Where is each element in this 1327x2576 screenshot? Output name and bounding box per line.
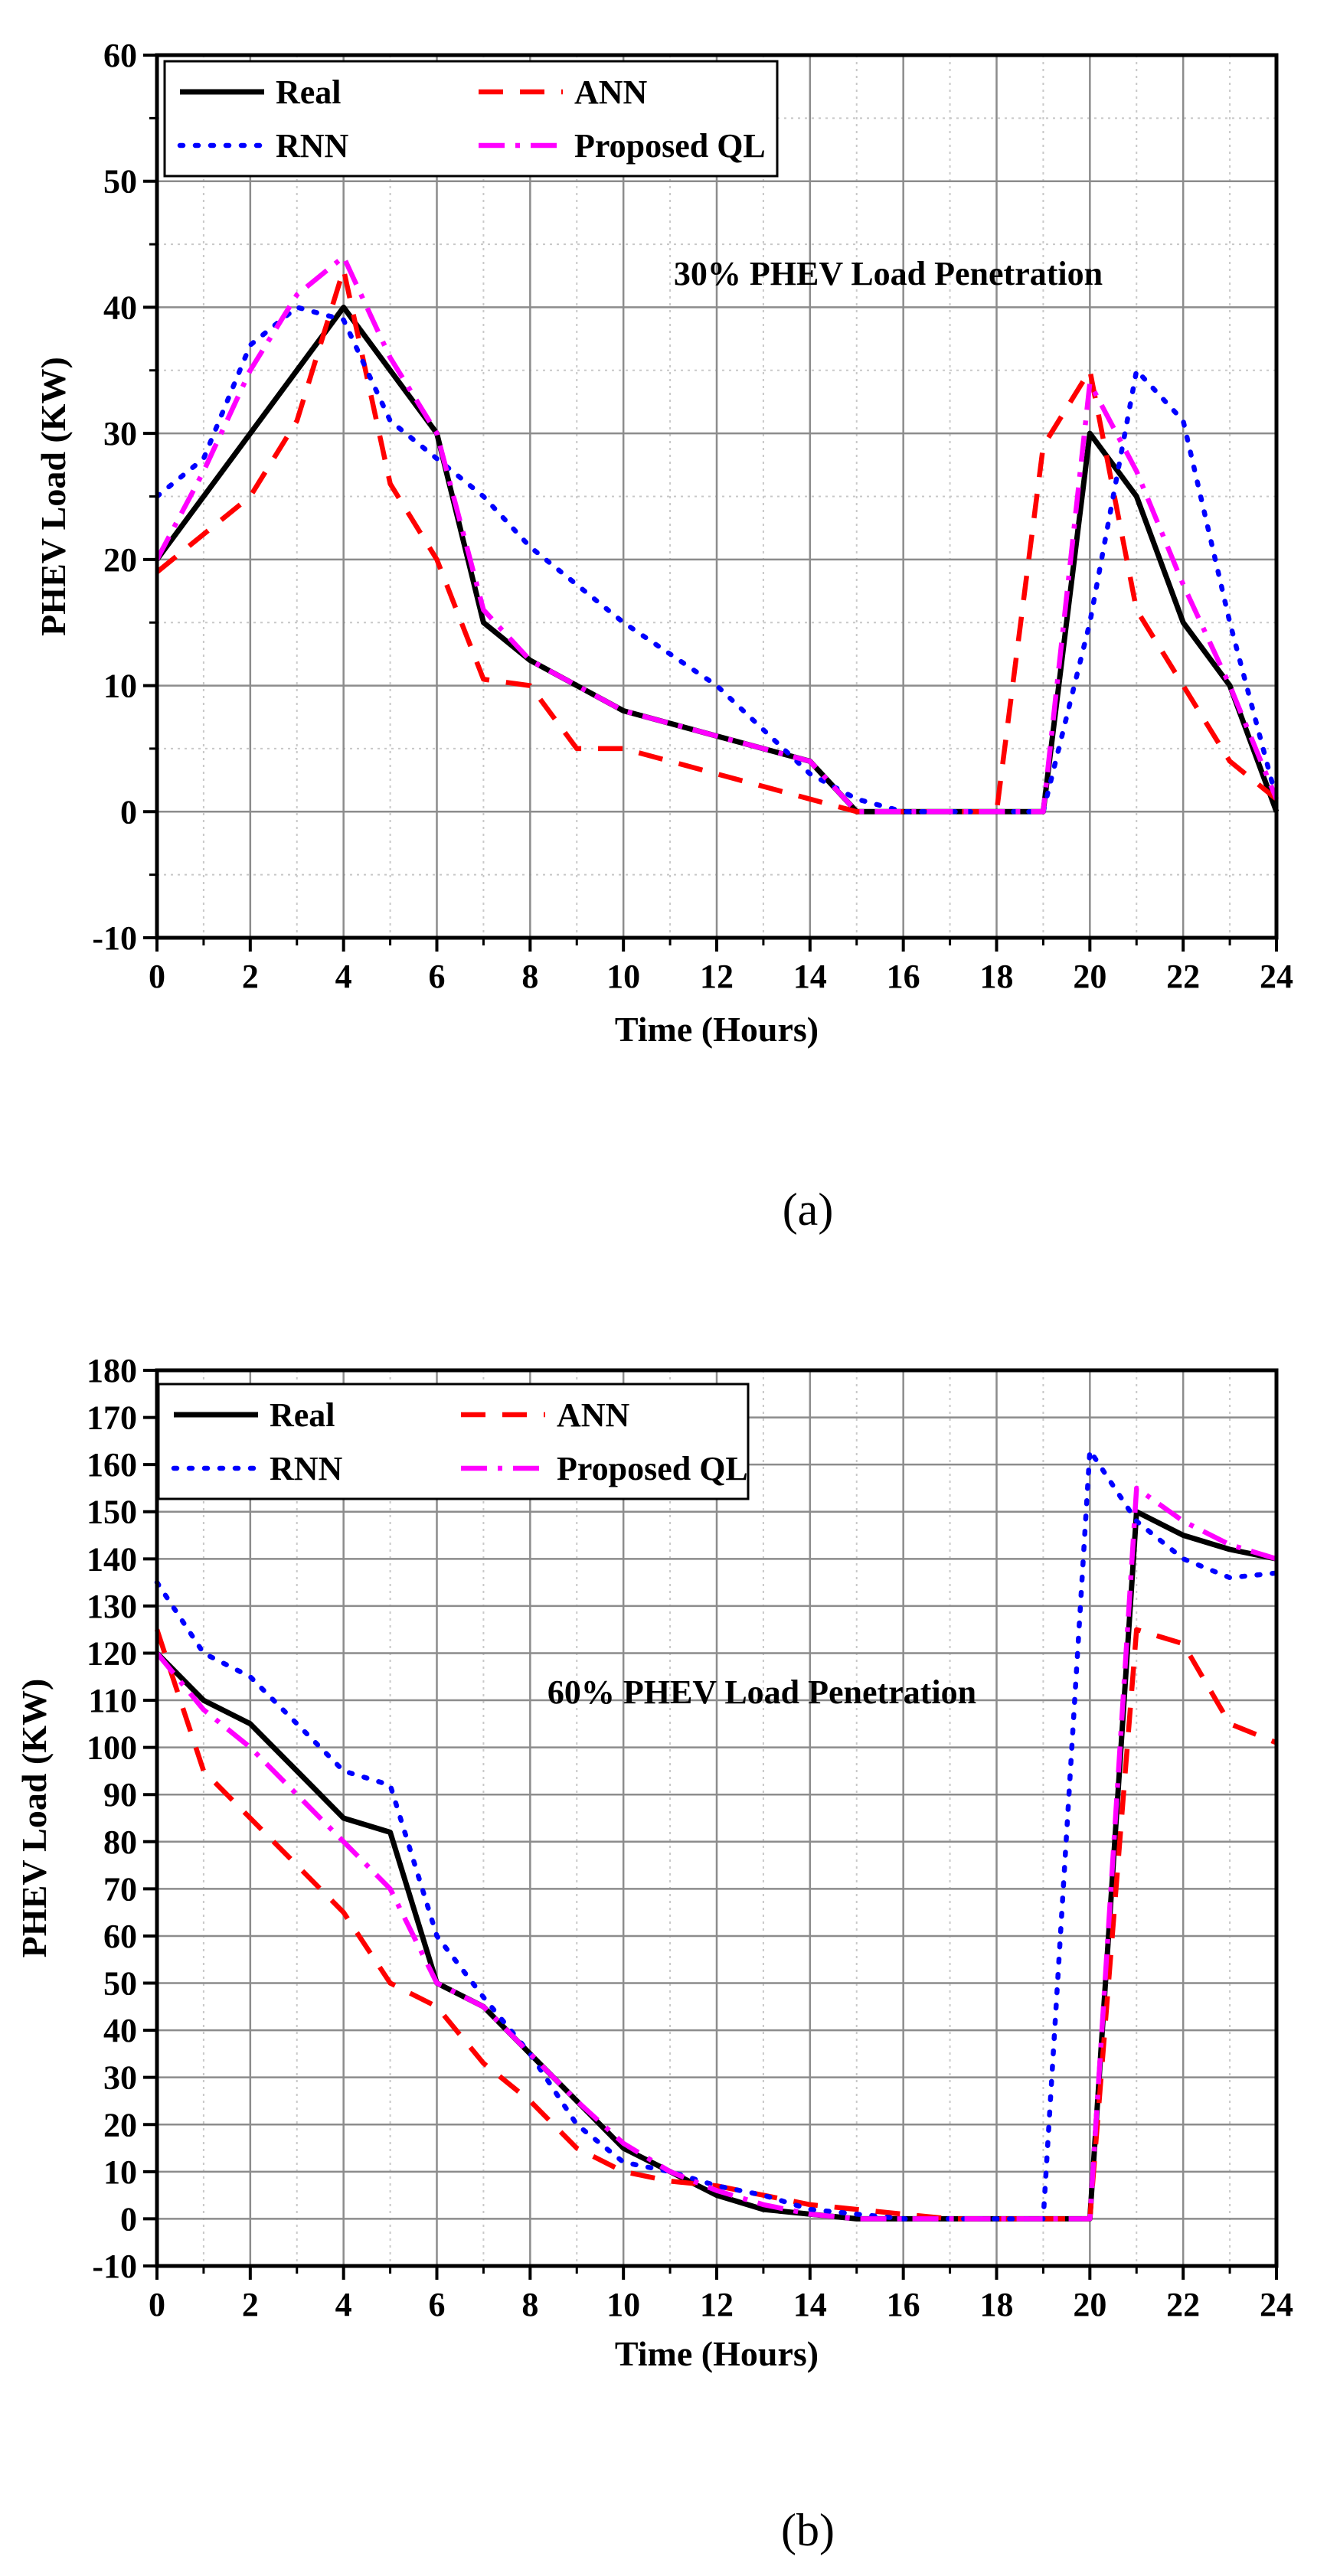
major-grid	[157, 55, 1276, 938]
y-tick-label: 10	[103, 668, 137, 705]
y-tick-label: 30	[103, 2059, 137, 2097]
x-tick-label: 24	[1260, 2286, 1293, 2323]
y-tick-label: 0	[120, 793, 137, 831]
ticks	[143, 1369, 1278, 2280]
panel-caption: (b)	[781, 2505, 835, 2555]
legend-label: RNN	[270, 1450, 343, 1487]
y-tick-label: 50	[103, 1965, 137, 2003]
y-tick-label: -10	[92, 2248, 137, 2285]
ticks	[143, 54, 1278, 952]
x-tick-label: 20	[1073, 2286, 1106, 2323]
y-tick-label: 150	[87, 1494, 137, 1531]
chart-panel-a: 0 2 4 6 8 10 12 14 16 18 20 22 24-100102030405060Tim…	[34, 37, 1293, 1235]
x-axis-title: Time (Hours)	[615, 1010, 819, 1049]
x-tick-label: 6	[429, 2286, 446, 2323]
y-tick-label: 100	[87, 1729, 137, 1767]
x-tick-label: 16	[887, 2286, 920, 2323]
chart-annotation: 30% PHEV Load Penetration	[674, 255, 1103, 292]
x-tick-label: 18	[980, 958, 1014, 995]
minor-grid	[202, 1370, 1231, 2266]
legend-label: Proposed QL	[574, 127, 766, 165]
chart-panel-b: 0 2 4 6 8 10 12 14 16 18 20 22 24-100102030405060708…	[15, 1352, 1293, 2555]
series-line-rnn	[154, 305, 1280, 815]
x-tick-label: 12	[700, 2286, 734, 2323]
legend: Real ANN RNN Proposed QL	[163, 60, 779, 178]
y-tick-label: 20	[103, 541, 137, 579]
y-tick-label: 60	[103, 1918, 137, 1955]
x-tick-label: 22	[1166, 2286, 1200, 2323]
x-tick-label: 4	[335, 2286, 352, 2323]
y-tick-label: 70	[103, 1870, 137, 1908]
x-tick-label: 0	[149, 958, 165, 995]
legend-label: Proposed QL	[557, 1450, 748, 1487]
y-tick-label: 40	[103, 2012, 137, 2049]
series-group	[154, 254, 1280, 815]
x-tick-label: 16	[887, 958, 920, 995]
y-tick-label: -10	[92, 919, 137, 957]
series-group	[154, 1448, 1280, 2222]
y-tick-label: 90	[103, 1776, 137, 1814]
y-tick-label: 140	[87, 1540, 137, 1578]
y-axis-title: PHEV Load (KW)	[15, 1679, 54, 1958]
series-line-proposed-ql	[155, 1485, 1277, 2222]
legend: Real ANN RNN Proposed QL	[157, 1383, 750, 1500]
x-tick-label: 8	[521, 958, 538, 995]
legend-label: ANN	[557, 1396, 630, 1434]
series-line-proposed-ql	[155, 254, 1280, 815]
x-tick-label: 22	[1166, 958, 1200, 995]
x-tick-label: 10	[606, 2286, 640, 2323]
x-tick-label: 2	[242, 2286, 259, 2323]
x-tick-label: 6	[429, 958, 446, 995]
y-tick-label: 60	[103, 37, 137, 74]
y-tick-label: 40	[103, 289, 137, 326]
legend-box	[157, 1383, 750, 1500]
y-tick-label: 110	[88, 1682, 137, 1719]
x-tick-label: 14	[793, 958, 827, 995]
legend-label: RNN	[276, 127, 349, 165]
y-tick-label: 160	[87, 1446, 137, 1484]
x-tick-label: 18	[980, 2286, 1014, 2323]
x-tick-label: 12	[700, 958, 734, 995]
legend-label: ANN	[574, 73, 648, 111]
x-tick-label: 8	[521, 2286, 538, 2323]
x-tick-label: 0	[149, 2286, 165, 2323]
y-axis-title: PHEV Load (KW)	[34, 357, 73, 636]
y-tick-label: 170	[87, 1399, 137, 1437]
chart-annotation: 60% PHEV Load Penetration	[547, 1673, 976, 1711]
y-tick-label: 50	[103, 163, 137, 201]
panel-caption: (a)	[783, 1184, 834, 1235]
x-tick-label: 4	[335, 958, 352, 995]
legend-label: Real	[270, 1396, 335, 1434]
legend-label: Real	[276, 73, 342, 111]
y-tick-label: 20	[103, 2106, 137, 2143]
x-tick-label: 14	[793, 2286, 827, 2323]
x-axis-title: Time (Hours)	[615, 2334, 819, 2373]
y-tick-label: 30	[103, 415, 137, 452]
y-tick-label: 120	[87, 1634, 137, 1672]
legend-box	[163, 60, 779, 178]
y-tick-label: 80	[103, 1823, 137, 1861]
x-tick-label: 20	[1073, 958, 1106, 995]
y-tick-label: 130	[87, 1588, 137, 1625]
y-tick-label: 0	[120, 2200, 137, 2238]
y-tick-label: 180	[87, 1352, 137, 1389]
x-tick-label: 2	[242, 958, 259, 995]
x-tick-label: 10	[606, 958, 640, 995]
x-tick-label: 24	[1260, 958, 1293, 995]
y-tick-label: 10	[103, 2153, 137, 2191]
